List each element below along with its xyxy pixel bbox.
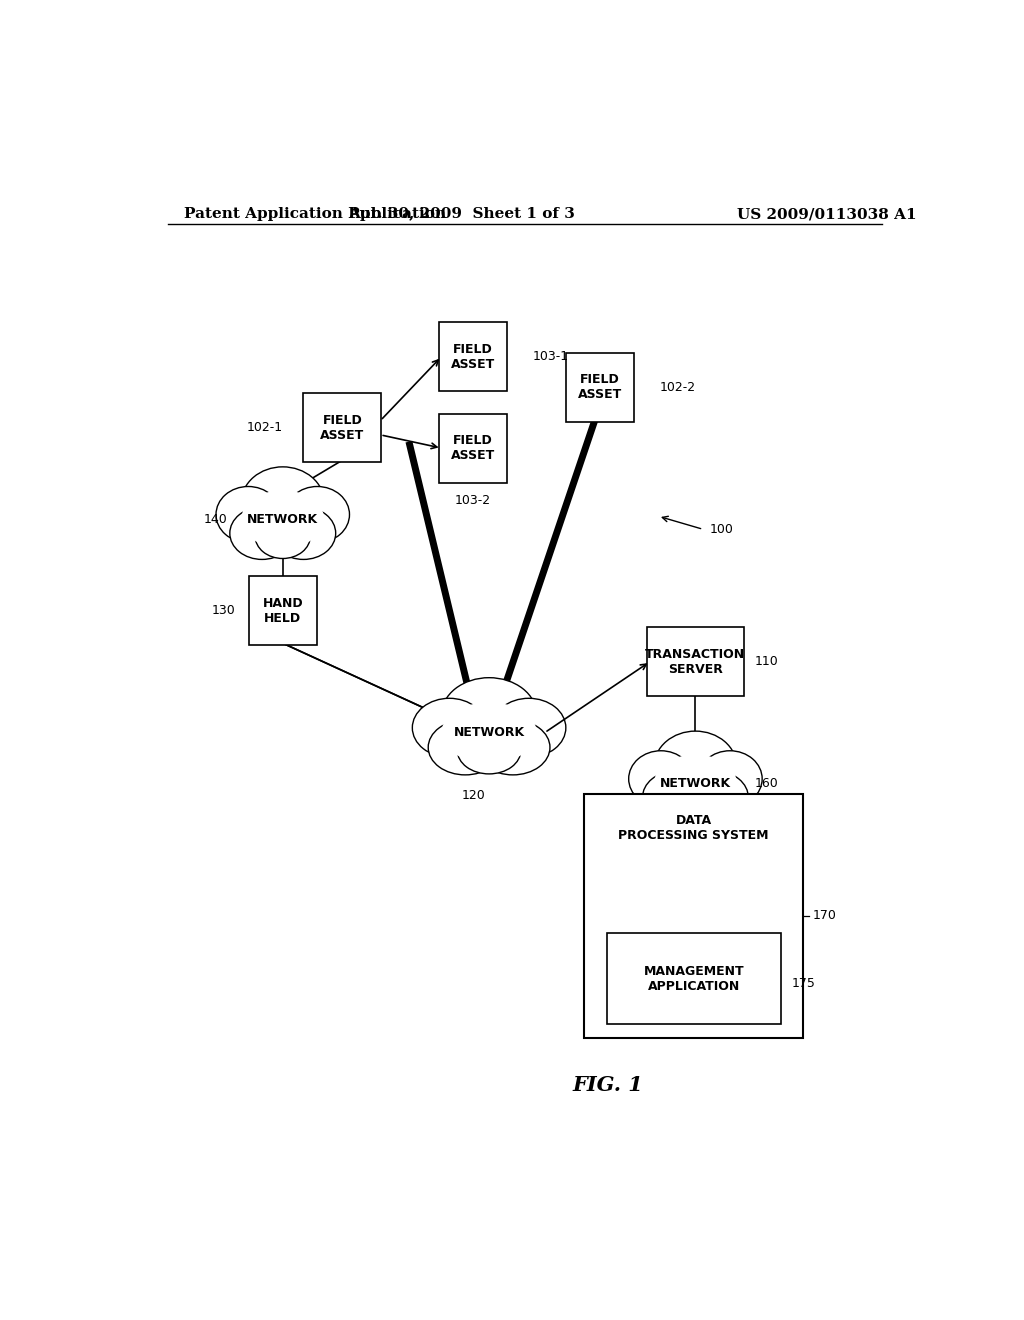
Ellipse shape	[413, 698, 486, 758]
Text: FIELD
ASSET: FIELD ASSET	[452, 343, 496, 371]
FancyBboxPatch shape	[439, 413, 508, 483]
Ellipse shape	[229, 507, 294, 560]
Text: FIELD
ASSET: FIELD ASSET	[452, 434, 496, 462]
FancyBboxPatch shape	[606, 933, 781, 1024]
FancyBboxPatch shape	[439, 322, 508, 391]
Ellipse shape	[654, 755, 737, 813]
Ellipse shape	[642, 771, 707, 824]
Ellipse shape	[668, 777, 723, 822]
Ellipse shape	[242, 490, 325, 548]
FancyBboxPatch shape	[585, 793, 803, 1038]
Text: 100: 100	[710, 523, 733, 536]
Text: Apr. 30, 2009  Sheet 1 of 3: Apr. 30, 2009 Sheet 1 of 3	[348, 207, 574, 222]
Ellipse shape	[684, 771, 749, 824]
Text: 120: 120	[462, 788, 485, 801]
FancyBboxPatch shape	[303, 393, 381, 462]
Text: FIG. 1: FIG. 1	[572, 1076, 643, 1096]
Ellipse shape	[458, 727, 521, 774]
Ellipse shape	[428, 719, 503, 775]
Text: Patent Application Publication: Patent Application Publication	[183, 207, 445, 222]
Text: HAND
HELD: HAND HELD	[262, 597, 303, 624]
Text: 102-1: 102-1	[247, 421, 283, 434]
Ellipse shape	[476, 719, 550, 775]
Text: 110: 110	[755, 655, 778, 668]
Ellipse shape	[492, 698, 566, 758]
FancyBboxPatch shape	[249, 576, 317, 645]
Ellipse shape	[271, 507, 336, 560]
Ellipse shape	[629, 751, 693, 807]
Text: DATA
PROCESSING SYSTEM: DATA PROCESSING SYSTEM	[618, 814, 769, 842]
Ellipse shape	[255, 513, 310, 558]
Ellipse shape	[654, 731, 737, 803]
Text: 103-1: 103-1	[532, 350, 569, 363]
Text: FIELD
ASSET: FIELD ASSET	[321, 413, 365, 442]
FancyBboxPatch shape	[647, 627, 744, 696]
Ellipse shape	[285, 487, 349, 543]
Ellipse shape	[441, 702, 537, 763]
Text: NETWORK: NETWORK	[659, 777, 731, 789]
Text: FIELD
ASSET: FIELD ASSET	[579, 374, 623, 401]
Ellipse shape	[216, 487, 281, 543]
Text: NETWORK: NETWORK	[454, 726, 524, 739]
Text: NETWORK: NETWORK	[247, 512, 318, 525]
Ellipse shape	[242, 467, 325, 539]
Ellipse shape	[441, 677, 537, 752]
Text: 170: 170	[813, 909, 837, 923]
Ellipse shape	[697, 751, 762, 807]
Text: 140: 140	[204, 512, 227, 525]
FancyBboxPatch shape	[566, 352, 635, 421]
Text: 160: 160	[755, 777, 778, 789]
Text: 102-2: 102-2	[659, 380, 696, 393]
Text: 130: 130	[211, 605, 236, 618]
Text: MANAGEMENT
APPLICATION: MANAGEMENT APPLICATION	[643, 965, 744, 993]
Text: US 2009/0113038 A1: US 2009/0113038 A1	[736, 207, 916, 222]
Text: 103-2: 103-2	[455, 494, 492, 507]
Text: 175: 175	[792, 977, 815, 990]
Text: TRANSACTION
SERVER: TRANSACTION SERVER	[645, 648, 745, 676]
